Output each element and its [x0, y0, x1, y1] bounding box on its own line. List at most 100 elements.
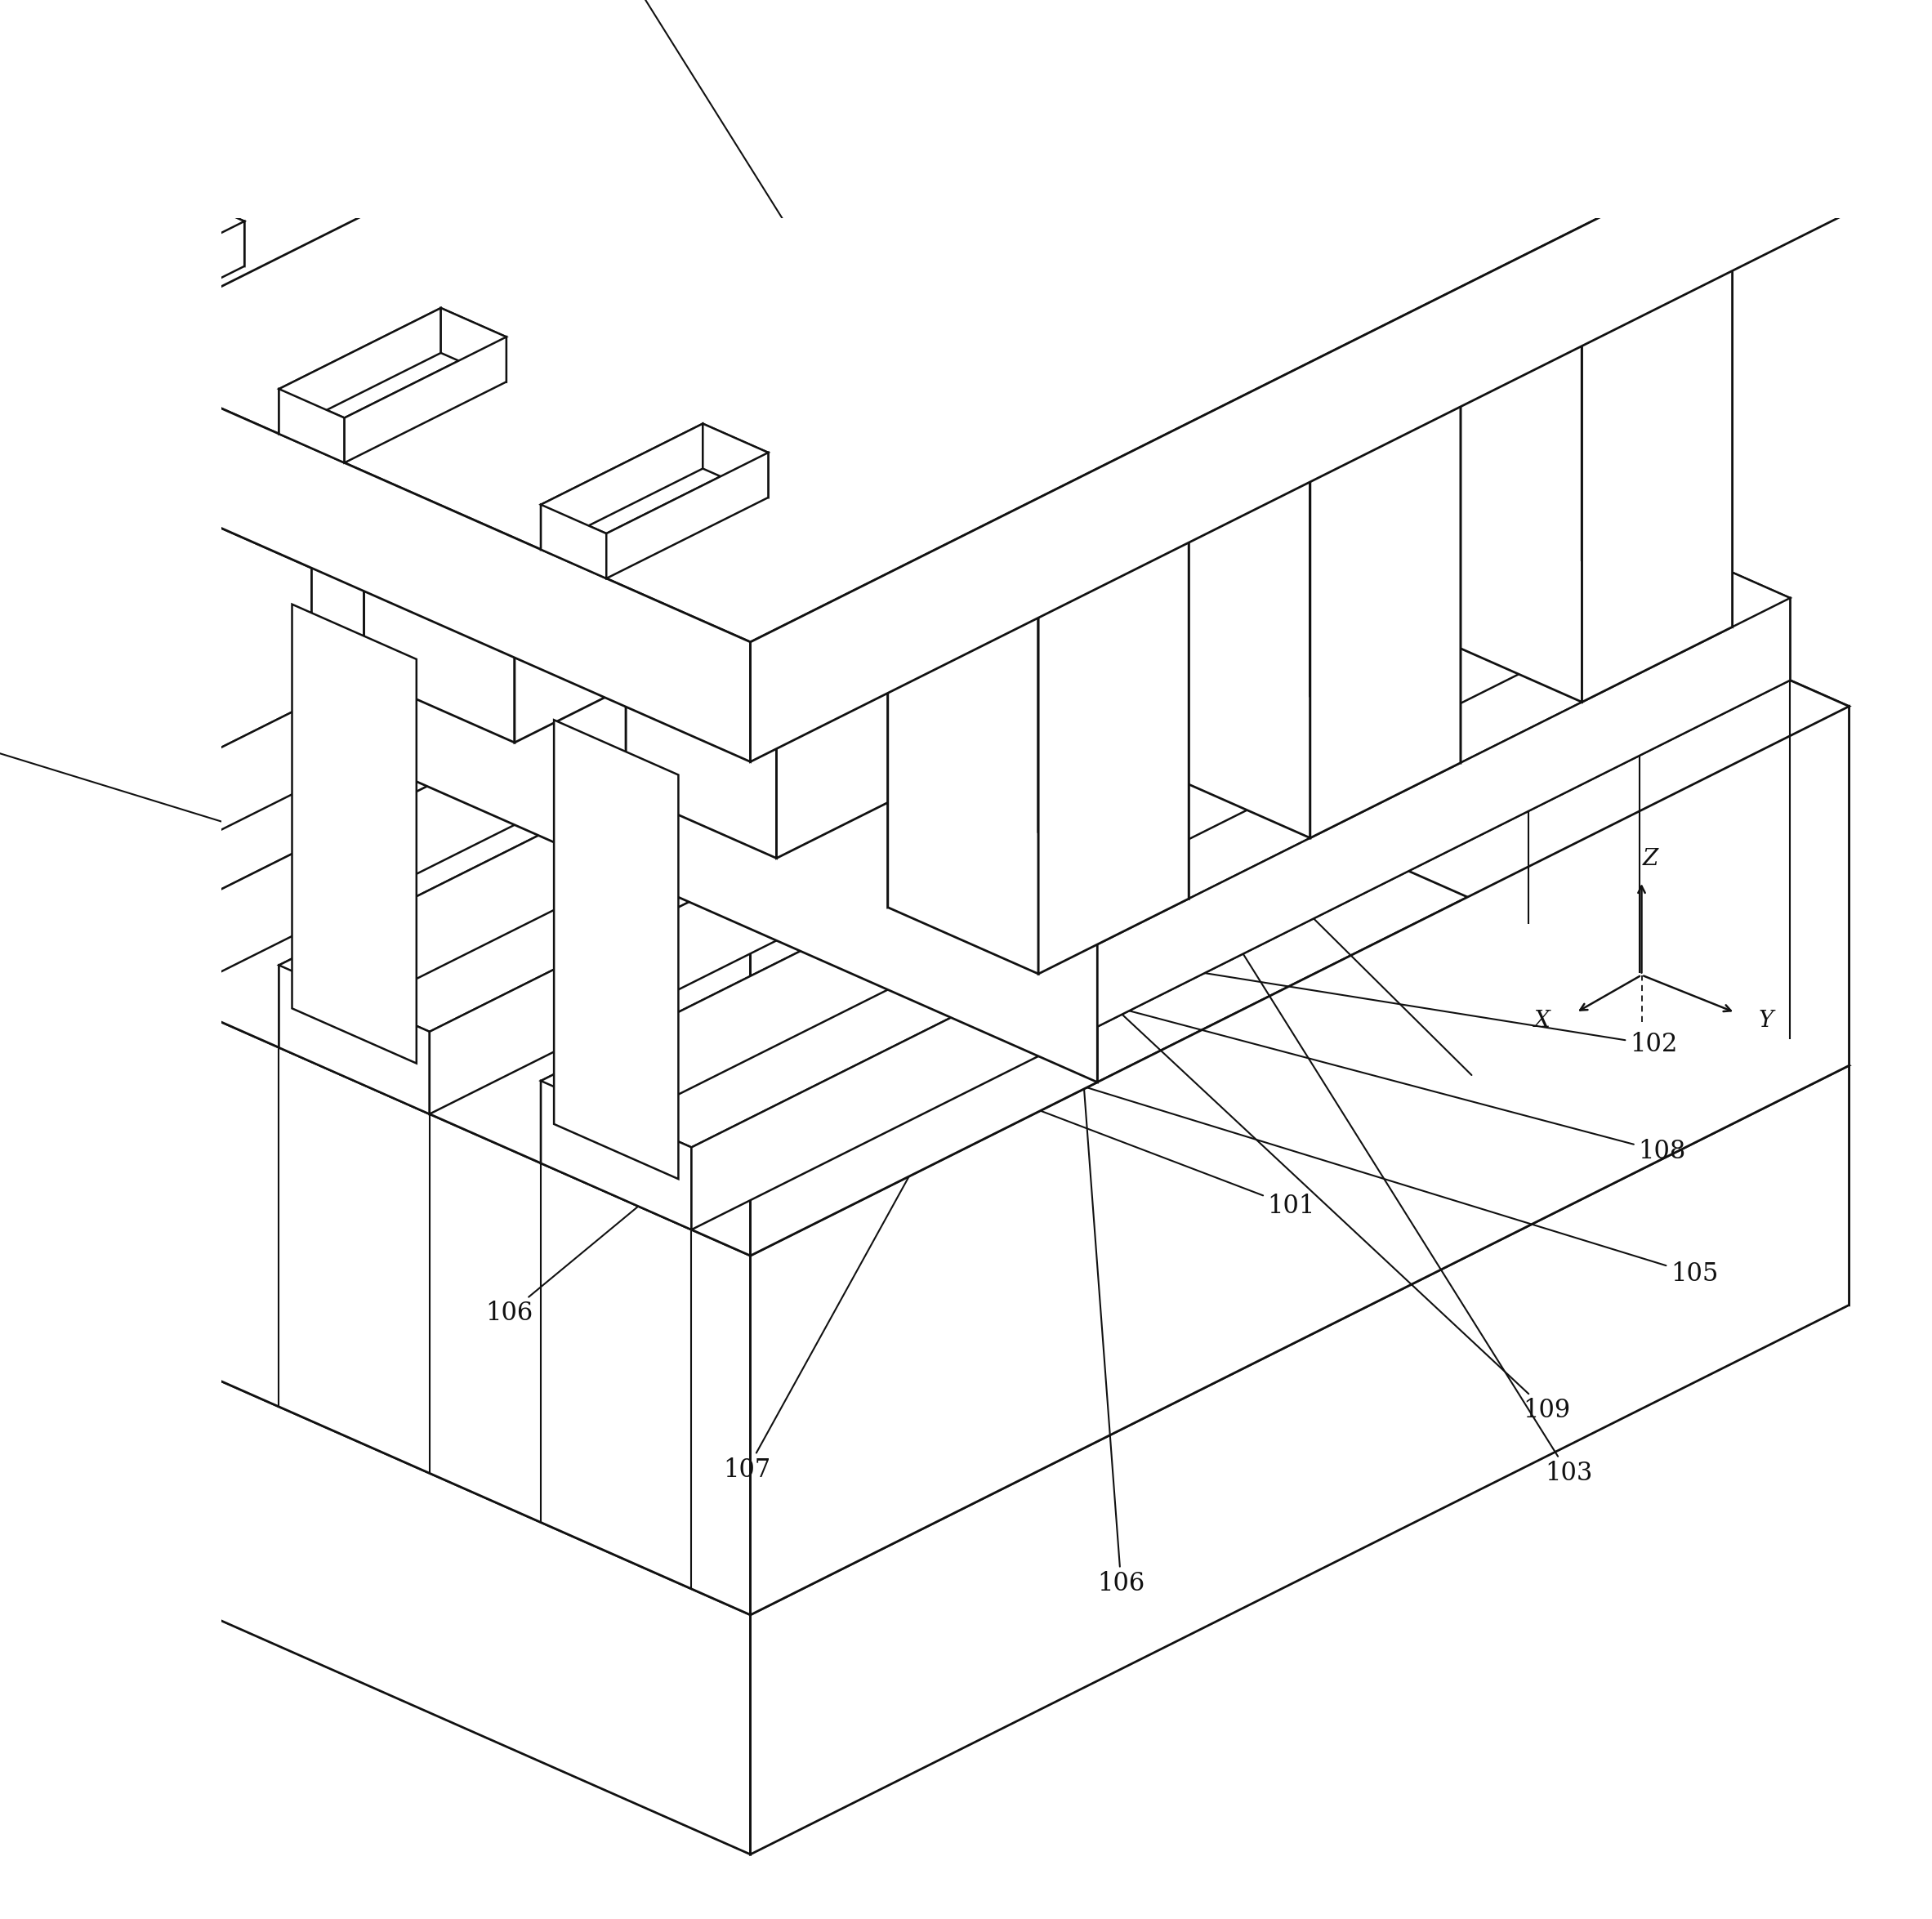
Polygon shape [786, 119, 937, 606]
Polygon shape [278, 416, 1378, 1048]
Polygon shape [703, 424, 769, 497]
Polygon shape [83, 221, 245, 347]
Polygon shape [636, 129, 786, 606]
Polygon shape [1059, 0, 1209, 470]
Polygon shape [1049, 236, 1198, 722]
Polygon shape [180, 192, 245, 267]
Polygon shape [898, 169, 1047, 656]
Polygon shape [1169, 33, 1320, 520]
Polygon shape [440, 307, 506, 382]
Polygon shape [1310, 351, 1461, 839]
Text: 109: 109 [603, 530, 1571, 1424]
Polygon shape [0, 359, 1849, 1255]
Polygon shape [1169, 107, 1320, 587]
Polygon shape [0, 296, 750, 762]
Polygon shape [278, 390, 344, 462]
Polygon shape [750, 589, 1097, 1255]
Polygon shape [1582, 215, 1733, 702]
Polygon shape [1378, 416, 1528, 564]
Polygon shape [626, 380, 777, 858]
Polygon shape [1320, 33, 1470, 510]
Polygon shape [1047, 169, 1198, 647]
Polygon shape [278, 307, 506, 418]
Polygon shape [750, 706, 1849, 1616]
Text: 107: 107 [792, 576, 987, 666]
Polygon shape [363, 190, 514, 675]
Polygon shape [541, 1080, 692, 1230]
Polygon shape [1640, 532, 1791, 681]
Polygon shape [1059, 0, 1209, 395]
Polygon shape [1432, 225, 1582, 702]
Polygon shape [17, 272, 83, 347]
Polygon shape [777, 305, 927, 783]
Polygon shape [889, 420, 1037, 908]
Text: Z: Z [1642, 848, 1658, 871]
Polygon shape [626, 305, 927, 447]
Polygon shape [278, 965, 429, 1115]
Polygon shape [0, 359, 1063, 1268]
Polygon shape [0, 242, 1097, 762]
Polygon shape [168, 367, 1265, 998]
Text: Y: Y [1758, 1009, 1774, 1032]
Polygon shape [363, 265, 514, 743]
Polygon shape [1037, 487, 1188, 973]
Polygon shape [636, 54, 786, 539]
Polygon shape [692, 599, 1791, 1230]
Polygon shape [1432, 150, 1733, 290]
Polygon shape [1115, 299, 1265, 449]
Text: 103: 103 [626, 0, 1592, 1485]
Polygon shape [17, 192, 180, 319]
Polygon shape [0, 1268, 750, 1854]
Polygon shape [1169, 33, 1470, 175]
Polygon shape [17, 850, 168, 998]
Polygon shape [0, 718, 1849, 1616]
Text: 108: 108 [272, 785, 1687, 1165]
Polygon shape [541, 505, 607, 578]
Polygon shape [0, 718, 1063, 1508]
Text: 106: 106 [485, 426, 1580, 1326]
Polygon shape [0, 242, 311, 910]
Polygon shape [554, 720, 678, 1178]
Text: 102: 102 [342, 835, 1677, 1057]
Polygon shape [750, 92, 1849, 762]
Polygon shape [750, 1065, 1849, 1854]
Text: FIG. 2A: FIG. 2A [871, 278, 1001, 313]
Polygon shape [1310, 284, 1461, 762]
Polygon shape [292, 604, 417, 1063]
Polygon shape [777, 372, 927, 858]
Polygon shape [908, 0, 1059, 470]
Polygon shape [278, 307, 440, 434]
Polygon shape [514, 190, 665, 668]
Polygon shape [889, 495, 1037, 973]
Text: 105: 105 [0, 743, 1718, 1288]
Polygon shape [541, 424, 703, 549]
Text: 107: 107 [723, 936, 1041, 1483]
Text: X: X [1534, 1009, 1549, 1032]
Polygon shape [889, 420, 1188, 562]
Polygon shape [898, 169, 1198, 311]
Polygon shape [17, 192, 245, 301]
Text: 104: 104 [850, 470, 1472, 1075]
Polygon shape [514, 255, 665, 743]
Polygon shape [908, 0, 1209, 59]
Polygon shape [363, 190, 665, 330]
Polygon shape [898, 244, 1049, 722]
Polygon shape [0, 910, 750, 1616]
Text: 106: 106 [792, 457, 1318, 743]
Polygon shape [626, 305, 777, 793]
Polygon shape [1063, 718, 1849, 1305]
Polygon shape [786, 54, 937, 532]
Polygon shape [0, 0, 1063, 415]
Polygon shape [429, 482, 1528, 1115]
Polygon shape [1582, 150, 1733, 628]
Polygon shape [31, 489, 155, 948]
Polygon shape [1159, 284, 1310, 771]
Polygon shape [1159, 284, 1461, 426]
Polygon shape [1320, 100, 1470, 587]
Polygon shape [1063, 359, 1849, 1065]
Polygon shape [541, 424, 769, 533]
Polygon shape [607, 453, 769, 578]
Polygon shape [1432, 150, 1582, 635]
Polygon shape [1037, 420, 1188, 898]
Polygon shape [908, 0, 1059, 405]
